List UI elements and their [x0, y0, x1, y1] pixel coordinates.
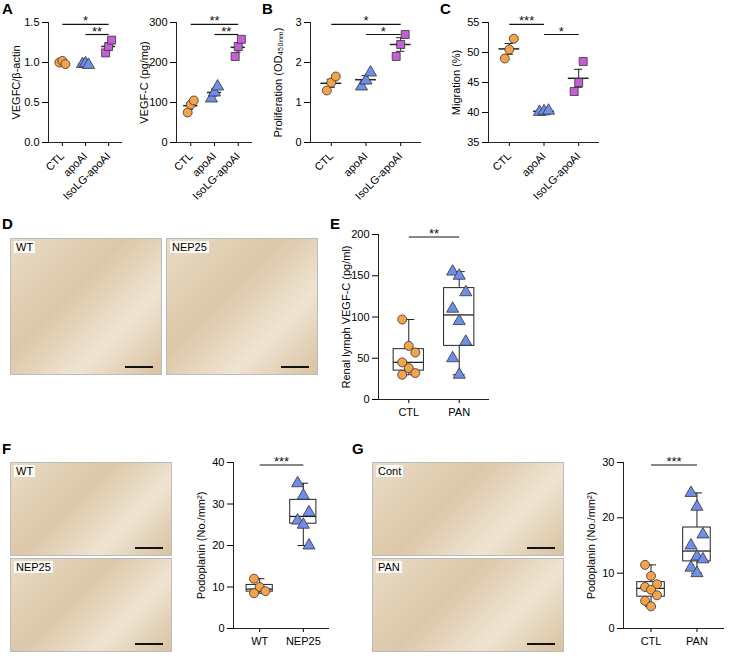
svg-text:10: 10	[602, 567, 614, 579]
svg-text:CTL: CTL	[171, 149, 195, 173]
svg-text:PAN: PAN	[686, 635, 708, 647]
html-text:B: B	[262, 0, 273, 17]
svg-text:50: 50	[467, 46, 479, 58]
svg-text:Renal lymph VEGF-C (pg/ml): Renal lymph VEGF-C (pg/ml)	[340, 245, 352, 388]
svg-text:50: 50	[357, 352, 369, 364]
svg-text:WT: WT	[251, 635, 268, 647]
svg-text:PAN: PAN	[448, 406, 470, 418]
svg-text:150: 150	[351, 269, 369, 281]
svg-text:***: ***	[519, 13, 534, 28]
svg-text:*: *	[83, 13, 88, 28]
svg-text:**: **	[209, 13, 219, 28]
svg-text:apoAI: apoAI	[341, 150, 370, 179]
svg-text:CTL: CTL	[43, 149, 67, 173]
svg-text:3: 3	[295, 16, 301, 28]
svg-text:VEGFC/β-actin: VEGFC/β-actin	[10, 45, 22, 119]
html-text:E: E	[330, 215, 340, 232]
svg-text:300: 300	[149, 16, 167, 28]
svg-text:*: *	[559, 24, 564, 39]
svg-text:40: 40	[212, 456, 224, 468]
html-text:Cont: Cont	[378, 465, 402, 477]
svg-text:55: 55	[467, 16, 479, 28]
svg-text:IsoLG-apoAI: IsoLG-apoAI	[60, 150, 112, 202]
svg-text:IsoLG-apoAI: IsoLG-apoAI	[352, 150, 404, 202]
svg-text:0: 0	[161, 136, 167, 148]
svg-text:1.0: 1.0	[24, 56, 39, 68]
svg-text:Podoplanin (No./mm²): Podoplanin (No./mm²)	[585, 492, 597, 600]
svg-text:IsoLG-apoAI: IsoLG-apoAI	[190, 150, 242, 202]
svg-text:100: 100	[351, 311, 369, 323]
html-text:A: A	[2, 0, 13, 17]
svg-text:0: 0	[218, 622, 224, 634]
svg-text:200: 200	[149, 56, 167, 68]
svg-text:20: 20	[212, 539, 224, 551]
html-text:WT: WT	[16, 241, 34, 253]
svg-text:NEP25: NEP25	[286, 635, 321, 647]
svg-text:CTL: CTL	[641, 635, 662, 647]
svg-text:***: ***	[666, 454, 681, 469]
html-text:D: D	[2, 215, 13, 232]
svg-text:0.5: 0.5	[24, 96, 39, 108]
svg-text:*: *	[381, 24, 386, 39]
html-text:WT: WT	[16, 465, 34, 477]
svg-text:Podoplanin (No./mm²): Podoplanin (No./mm²)	[195, 492, 207, 600]
html-text:C: C	[440, 0, 451, 17]
svg-text:45: 45	[467, 76, 479, 88]
svg-text:**: **	[429, 226, 439, 241]
svg-text:*: *	[363, 13, 368, 28]
svg-text:200: 200	[351, 228, 369, 240]
svg-text:30: 30	[602, 456, 614, 468]
svg-text:0.0: 0.0	[24, 136, 39, 148]
html-text:G: G	[352, 440, 364, 457]
svg-text:***: ***	[274, 454, 289, 469]
svg-text:10: 10	[212, 581, 224, 593]
svg-text:20: 20	[602, 511, 614, 523]
svg-text:0: 0	[295, 136, 301, 148]
svg-text:Migration (%): Migration (%)	[450, 50, 462, 115]
svg-text:Proliferation (OD₄₅₀ₙₘ): Proliferation (OD₄₅₀ₙₘ)	[272, 27, 284, 137]
svg-text:40: 40	[467, 106, 479, 118]
svg-text:1.5: 1.5	[24, 16, 39, 28]
svg-text:**: **	[221, 24, 231, 39]
svg-text:CTL: CTL	[398, 406, 419, 418]
svg-text:**: **	[92, 24, 102, 39]
svg-text:CTL: CTL	[312, 150, 335, 173]
svg-text:2: 2	[295, 56, 301, 68]
svg-text:100: 100	[149, 96, 167, 108]
svg-text:CTL: CTL	[490, 150, 513, 173]
svg-text:0: 0	[363, 393, 369, 405]
svg-text:IsoLG-apoAI: IsoLG-apoAI	[530, 150, 582, 202]
svg-text:1: 1	[295, 96, 301, 108]
svg-text:0: 0	[608, 622, 614, 634]
html-text:NEP25: NEP25	[16, 561, 51, 573]
html-text:NEP25: NEP25	[172, 241, 207, 253]
html-text:PAN: PAN	[378, 561, 400, 573]
svg-text:VEGF-C (pg/mg): VEGF-C (pg/mg)	[138, 41, 150, 124]
svg-text:apoAI: apoAI	[519, 150, 548, 179]
svg-text:35: 35	[467, 136, 479, 148]
svg-text:30: 30	[212, 498, 224, 510]
html-text:F: F	[2, 440, 12, 457]
